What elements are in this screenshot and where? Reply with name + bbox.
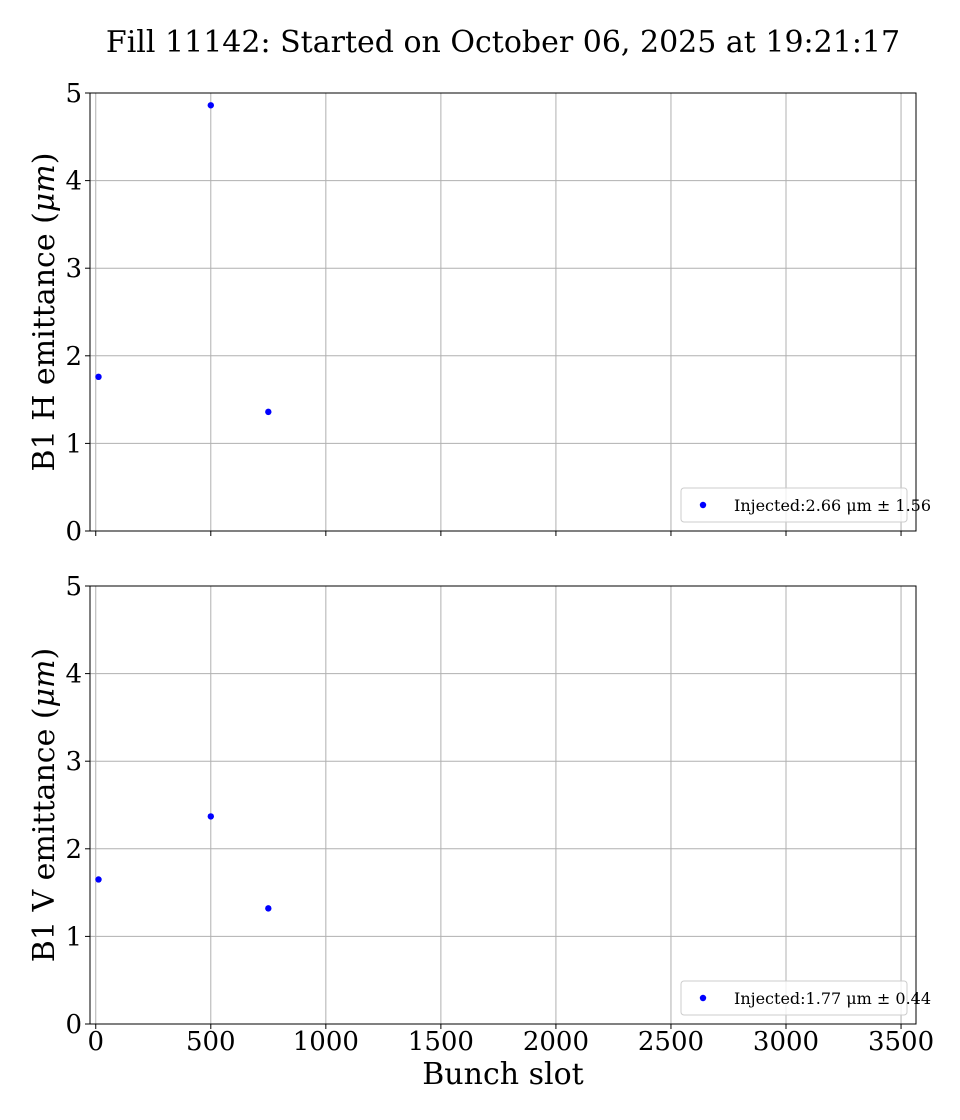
y-tick-label: 1 [65,429,82,459]
data-point [95,373,102,381]
data-point [207,102,214,109]
data-point [95,876,102,883]
y-tick-label: 0 [65,1010,82,1040]
x-tick-label: 1000 [293,1027,359,1057]
x-tick-label: 2000 [523,1027,589,1057]
x-tick-label: 500 [186,1027,236,1057]
data-point [265,905,272,912]
x-axis-label: Bunch slot [422,1057,583,1092]
x-tick-label: 0 [87,1027,104,1057]
y-tick-label: 3 [65,747,82,777]
legend-marker [699,501,707,509]
x-tick-label: 1500 [408,1027,474,1057]
y-tick-label: 5 [65,79,82,109]
panel-bottom-b1-v: 0 500 1000 1500 2000 2500 3000 3500 0 1 2 3 4 5 B1 V e… [27,572,934,1092]
y-tick-label: 5 [65,572,82,602]
x-tick-label: 3000 [753,1027,819,1057]
panel-top-b1-h: 0 1 2 3 4 5 B1 H emittance (μm) Injected:2.66 μ… [27,79,931,547]
data-point [207,813,214,820]
data-point [265,408,272,416]
legend-box [680,980,908,1016]
x-tick-label: 2500 [638,1027,704,1057]
y-tick-label: 3 [65,254,82,284]
legend-label: Injected:2.66 μm ± 1.56 [734,496,931,515]
legend: Injected:2.66 μm ± 1.56 [680,487,931,523]
legend: Injected:1.77 μm ± 0.44 [680,980,931,1016]
y-tick-label: 4 [65,660,82,690]
axes-frame [89,585,917,1025]
axes-frame [89,92,917,532]
y-tick-label: 2 [65,835,82,865]
y-axis-label: B1 V emittance (μm) [27,648,62,962]
x-tick-label: 3500 [868,1027,934,1057]
chart-title: Fill 11142: Started on October 06, 2025 … [106,25,900,60]
y-tick-label: 2 [65,342,82,372]
y-tick-label: 1 [65,922,82,952]
legend-marker [699,994,707,1002]
y-axis-label: B1 H emittance (μm) [27,153,62,472]
y-tick-label: 4 [65,167,82,197]
legend-label: Injected:1.77 μm ± 0.44 [734,989,931,1008]
legend-box [680,487,908,523]
y-tick-label: 0 [65,517,82,547]
